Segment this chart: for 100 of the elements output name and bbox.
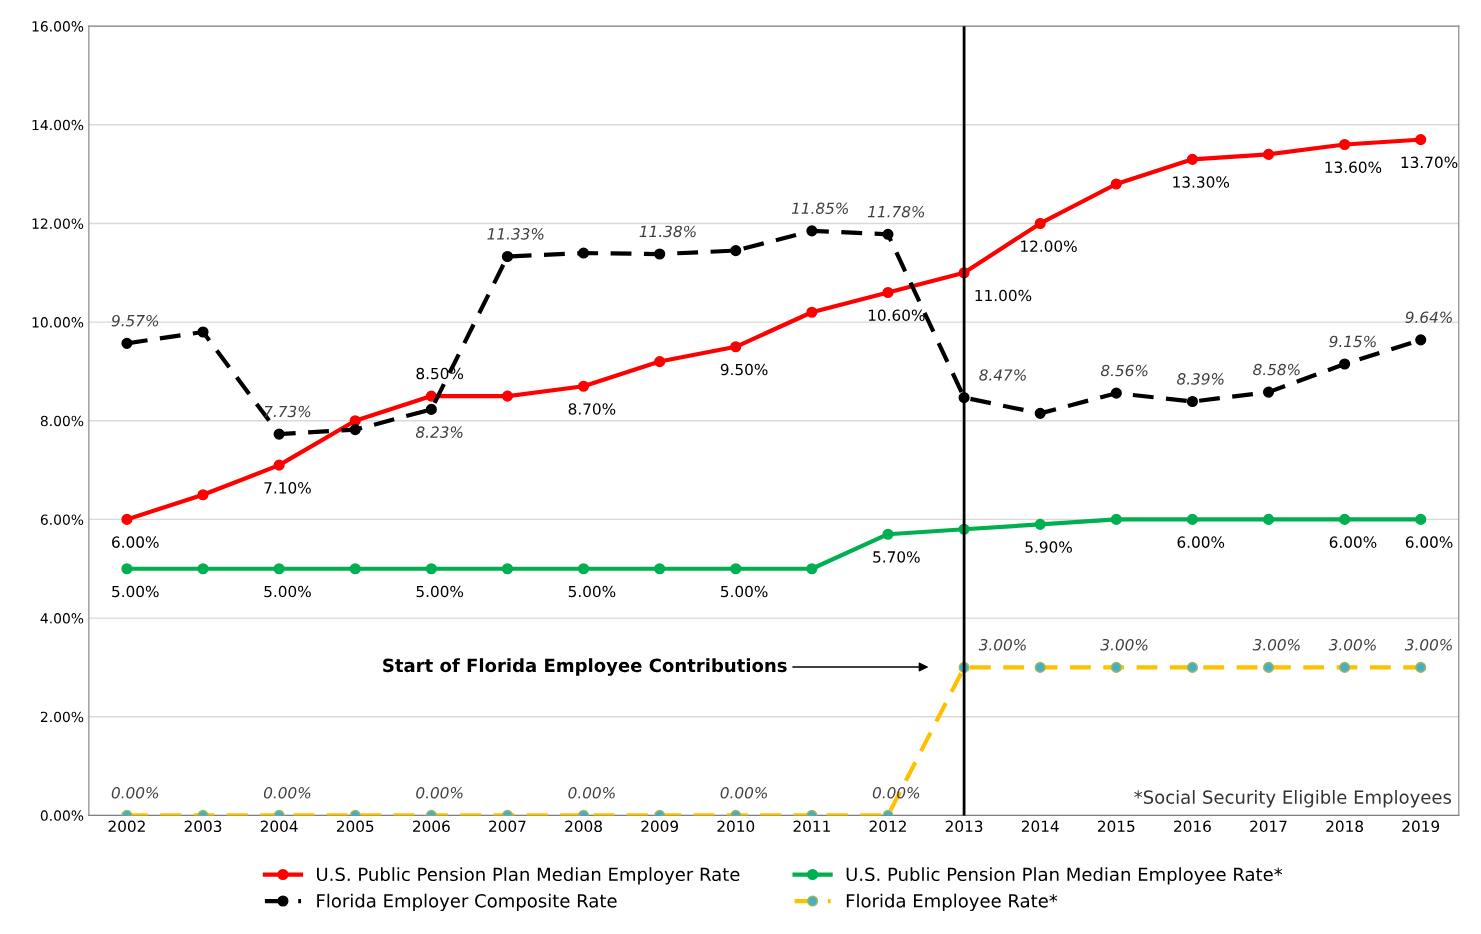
y-tick-label: 16.00% — [32, 21, 84, 32]
point — [273, 459, 285, 471]
point — [730, 341, 742, 353]
data-label: 6.00% — [1177, 536, 1225, 548]
point — [1110, 178, 1122, 190]
x-tick-label: 2012 — [869, 820, 906, 833]
x-tick-label: 2003 — [184, 820, 222, 833]
data-label: 13.70% — [1401, 156, 1458, 169]
y-tick-label: 14.00% — [32, 119, 84, 131]
data-label: 0.00% — [111, 786, 159, 799]
data-label: 11.78% — [867, 205, 925, 218]
x-tick-label: 2019 — [1402, 820, 1440, 833]
point — [1110, 387, 1122, 399]
point — [1262, 148, 1275, 160]
data-label: 8.56% — [1100, 364, 1148, 377]
data-label: 5.00% — [112, 585, 159, 598]
point — [349, 424, 361, 436]
point — [121, 337, 133, 349]
point — [197, 326, 209, 338]
legend-label: U.S. Public Pension Plan Median Employer Rate — [317, 867, 740, 885]
x-tick-label: 2015 — [1097, 820, 1135, 833]
data-label: 9.57% — [111, 314, 159, 327]
y-tick-label: 0.00% — [40, 810, 84, 821]
point — [806, 563, 818, 575]
data-label: 12.00% — [1021, 240, 1077, 252]
annotation: Start of Florida Employee Contributions — [383, 658, 787, 676]
point — [425, 403, 437, 415]
point — [806, 306, 818, 318]
point — [1110, 513, 1122, 525]
point — [197, 489, 209, 501]
data-label: 11.33% — [487, 228, 544, 240]
legend-label: Florida Employer Composite Rate — [317, 893, 617, 912]
data-label: 3.00% — [1404, 639, 1452, 651]
x-tick-label: 2018 — [1326, 820, 1364, 833]
y-tick-label: 2.00% — [40, 711, 84, 723]
point — [882, 286, 894, 299]
data-label: 6.00% — [112, 536, 159, 548]
data-label: 9.64% — [1405, 311, 1452, 324]
x-tick-label: 2010 — [717, 820, 755, 833]
x-tick-label: 2005 — [336, 820, 374, 833]
y-tick-label: 8.00% — [40, 415, 84, 427]
point — [501, 563, 514, 575]
point — [1415, 334, 1427, 346]
x-tick-label: 2014 — [1021, 820, 1059, 833]
data-label: 8.23% — [415, 426, 463, 438]
y-tick-label: 4.00% — [40, 613, 84, 624]
data-label: 8.47% — [979, 369, 1026, 381]
data-label: 0.00% — [872, 786, 920, 799]
x-tick-label: 2008 — [565, 820, 602, 833]
point — [1186, 395, 1198, 408]
point — [1339, 513, 1351, 525]
point — [1415, 134, 1427, 146]
point — [577, 380, 590, 392]
data-label: 8.39% — [1176, 373, 1224, 385]
point — [501, 390, 514, 402]
point — [1339, 358, 1351, 370]
annotation: *Social Security Eligible Employees — [1134, 790, 1452, 808]
legend-label: U.S. Public Pension Plan Median Employee Rate* — [846, 867, 1283, 885]
point — [577, 247, 590, 259]
data-label: 0.00% — [720, 786, 767, 799]
point — [1339, 138, 1351, 151]
data-label: 0.00% — [568, 786, 615, 799]
point — [1262, 513, 1275, 525]
x-tick-label: 2009 — [641, 820, 679, 833]
data-label: 7.10% — [264, 482, 311, 494]
data-label: 11.85% — [791, 202, 848, 215]
data-label: 3.00% — [1252, 639, 1300, 651]
data-label: 5.00% — [721, 585, 768, 598]
data-label: 6.00% — [1329, 536, 1377, 548]
y-tick-label: 12.00% — [32, 218, 84, 229]
data-label: 3.00% — [1328, 639, 1376, 651]
legend-label: Florida Employee Rate* — [846, 893, 1058, 912]
data-label: 0.00% — [416, 786, 463, 799]
point — [1262, 386, 1275, 398]
point — [425, 563, 437, 575]
x-tick-label: 2004 — [260, 820, 298, 833]
point — [730, 563, 742, 575]
data-label: 7.73% — [264, 405, 311, 418]
data-label: 13.30% — [1173, 176, 1230, 188]
y-tick-label: 10.00% — [32, 317, 84, 328]
data-label: 3.00% — [978, 639, 1026, 651]
data-label: 3.00% — [1100, 639, 1148, 651]
point — [1034, 407, 1046, 419]
data-label: 11.38% — [639, 225, 696, 238]
point — [273, 563, 285, 575]
point — [121, 513, 133, 525]
point — [349, 563, 361, 575]
x-tick-label: 2007 — [489, 820, 526, 833]
point — [197, 563, 209, 575]
data-label: 11.00% — [975, 289, 1032, 302]
point — [577, 563, 590, 575]
data-label: 8.58% — [1253, 363, 1300, 376]
data-label: 9.50% — [720, 363, 768, 376]
data-label: 8.50% — [416, 367, 464, 380]
point — [654, 356, 666, 368]
x-tick-label: 2006 — [413, 820, 450, 833]
point — [273, 428, 285, 440]
data-label: 5.70% — [873, 551, 920, 563]
data-label: 6.00% — [1405, 536, 1453, 548]
x-tick-label: 2002 — [108, 820, 145, 833]
